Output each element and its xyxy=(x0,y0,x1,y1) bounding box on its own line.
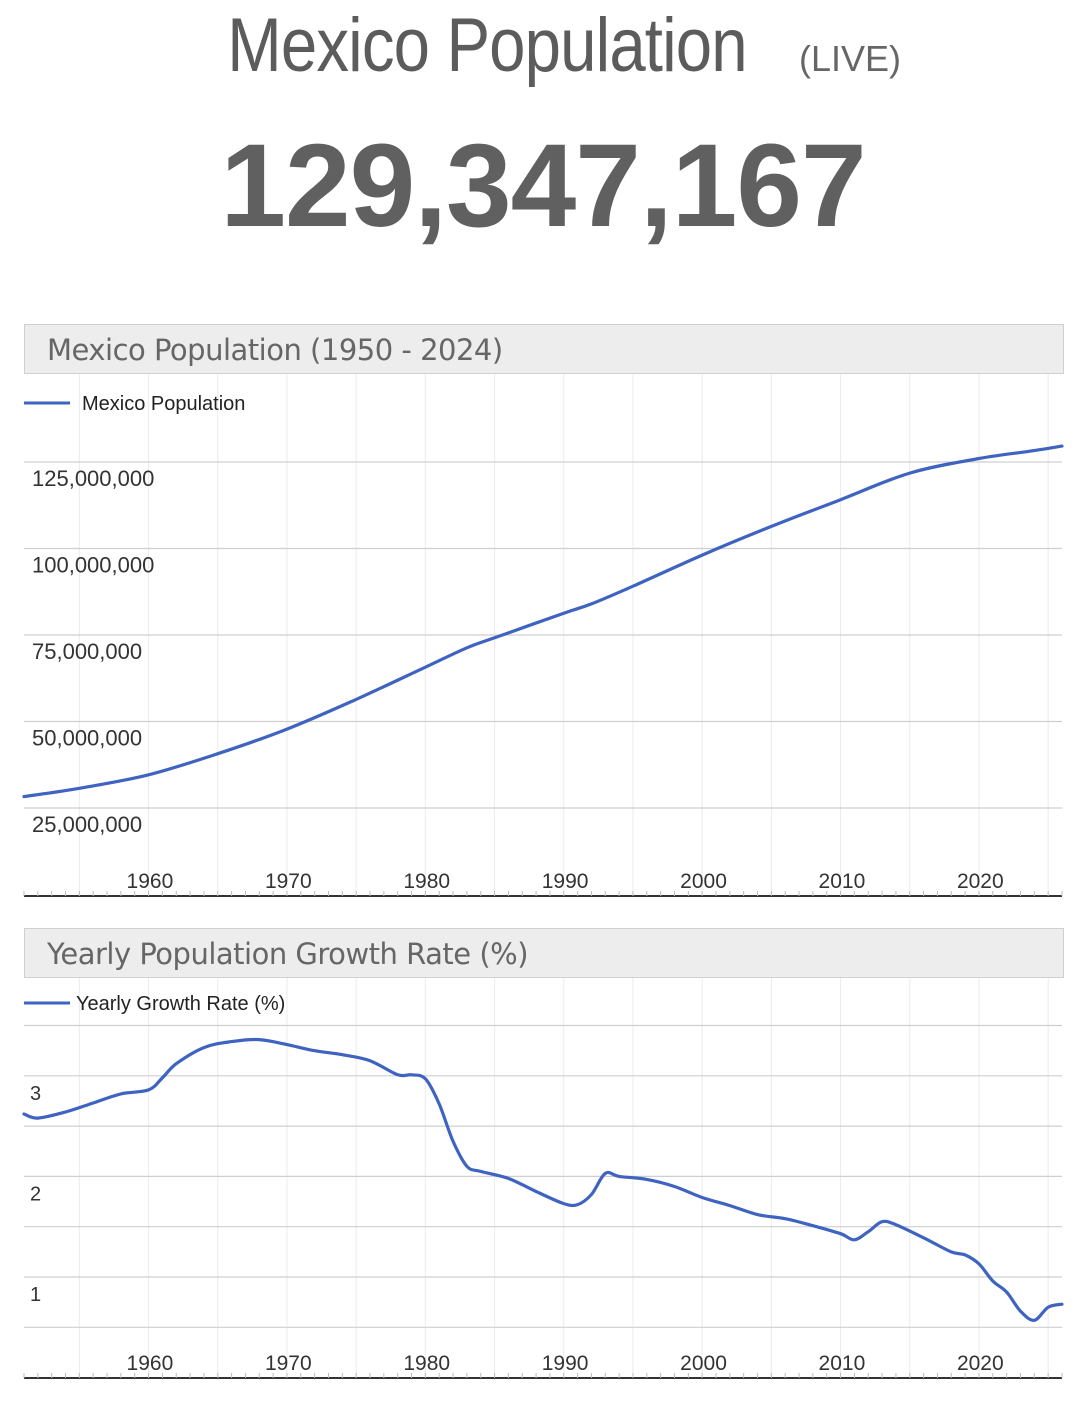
growth-chart-header: Yearly Population Growth Rate (%) xyxy=(24,928,1064,978)
growth-legend-label: Yearly Growth Rate (%) xyxy=(76,993,285,1015)
growth-xtick-label: 2020 xyxy=(957,1352,1004,1375)
live-tag: (LIVE) xyxy=(799,38,902,79)
population-chart: 125,000,000 100,000,000 75,000,000 50,000,0… xyxy=(22,374,1064,897)
growth-ytick-label: 2 xyxy=(30,1183,41,1205)
population-xtick-label: 1970 xyxy=(265,870,312,893)
page-title: Mexico Population (LIVE) xyxy=(0,2,1086,89)
population-xtick-label: 2020 xyxy=(957,870,1004,893)
population-xtick-label: 1960 xyxy=(127,870,174,893)
growth-ytick-label: 3 xyxy=(30,1083,41,1105)
growth-ytick-label: 1 xyxy=(30,1284,41,1306)
growth-xtick-label: 2010 xyxy=(819,1352,866,1375)
population-chart-title: Mexico Population (1950 - 2024) xyxy=(47,333,503,367)
growth-series-line xyxy=(22,1037,1064,1322)
growth-xtick-label: 1980 xyxy=(403,1352,450,1375)
population-ytick-label: 100,000,000 xyxy=(32,553,154,578)
population-xtick-label: 1980 xyxy=(403,870,450,893)
growth-xtick-label: 2000 xyxy=(680,1352,727,1375)
growth-xtick-label: 1970 xyxy=(265,1352,312,1375)
population-ytick-label: 25,000,000 xyxy=(32,812,142,837)
population-xtick-label: 2000 xyxy=(680,870,727,893)
population-legend-label: Mexico Population xyxy=(82,393,245,415)
growth-rate-chart: 3 2 1 1960 1970 1980 1990 2000 2010 2020 Yearly Gr… xyxy=(22,978,1064,1379)
growth-xtick-label: 1990 xyxy=(542,1352,589,1375)
population-ytick-label: 75,000,000 xyxy=(32,639,142,664)
growth-xtick-label: 1960 xyxy=(127,1352,174,1375)
population-ytick-label: 125,000,000 xyxy=(32,466,154,491)
population-ytick-label: 50,000,000 xyxy=(32,726,142,751)
population-series-line xyxy=(22,444,1064,799)
population-xtick-label: 2010 xyxy=(819,870,866,893)
title-text: Mexico Population xyxy=(227,3,747,88)
population-counter: 129,347,167 xyxy=(220,120,866,252)
growth-chart-title: Yearly Population Growth Rate (%) xyxy=(47,937,529,971)
population-chart-header: Mexico Population (1950 - 2024) xyxy=(24,324,1064,374)
population-xtick-label: 1990 xyxy=(542,870,589,893)
